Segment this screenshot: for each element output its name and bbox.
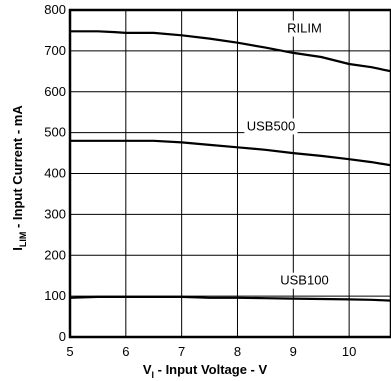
grid xyxy=(69,9,391,338)
y-tick-label-7: 700 xyxy=(44,43,66,58)
x-tick-label-4: 9 xyxy=(290,344,297,359)
series-label-bg-usb500 xyxy=(244,118,298,135)
y-tick-label-4: 400 xyxy=(44,166,66,181)
x-tick-label-5: 10 xyxy=(342,344,356,359)
series-label-bg-rilim xyxy=(281,20,327,37)
plot-frame xyxy=(68,8,391,339)
y-tick-label-0: 0 xyxy=(59,329,66,344)
y-tick-label-1: 100 xyxy=(44,288,66,303)
series-label-usb100: USB100 xyxy=(280,273,328,288)
series-line-usb100 xyxy=(69,295,391,302)
series-labels: RILIM USB500 USB100 xyxy=(244,20,332,289)
y-tick-label-8: 800 xyxy=(44,2,66,17)
series-label-usb500: USB500 xyxy=(247,118,295,133)
series-line-usb500 xyxy=(70,139,391,167)
x-tick-labels: 5 6 7 8 9 10 xyxy=(66,344,356,359)
y-tick-label-2: 200 xyxy=(44,247,66,262)
series-label-bg-usb100 xyxy=(277,272,332,289)
series-line-rilim xyxy=(70,30,391,73)
series-label-rilim: RILIM xyxy=(287,21,322,36)
x-tick-label-2: 7 xyxy=(178,344,185,359)
y-tick-label-5: 500 xyxy=(44,125,66,140)
x-tick-label-1: 6 xyxy=(122,344,129,359)
y-tick-label-6: 600 xyxy=(44,84,66,99)
y-tick-label-3: 300 xyxy=(44,206,66,221)
x-tick-label-0: 5 xyxy=(66,344,73,359)
x-tick-label-3: 8 xyxy=(234,344,241,359)
series-lines xyxy=(69,30,391,302)
x-axis-label: VI - Input Voltage - V xyxy=(143,362,268,380)
y-tick-labels: 0 100 200 300 400 500 600 700 800 xyxy=(44,2,66,344)
y-axis-label: ILIM - Input Current - mA xyxy=(10,105,28,251)
